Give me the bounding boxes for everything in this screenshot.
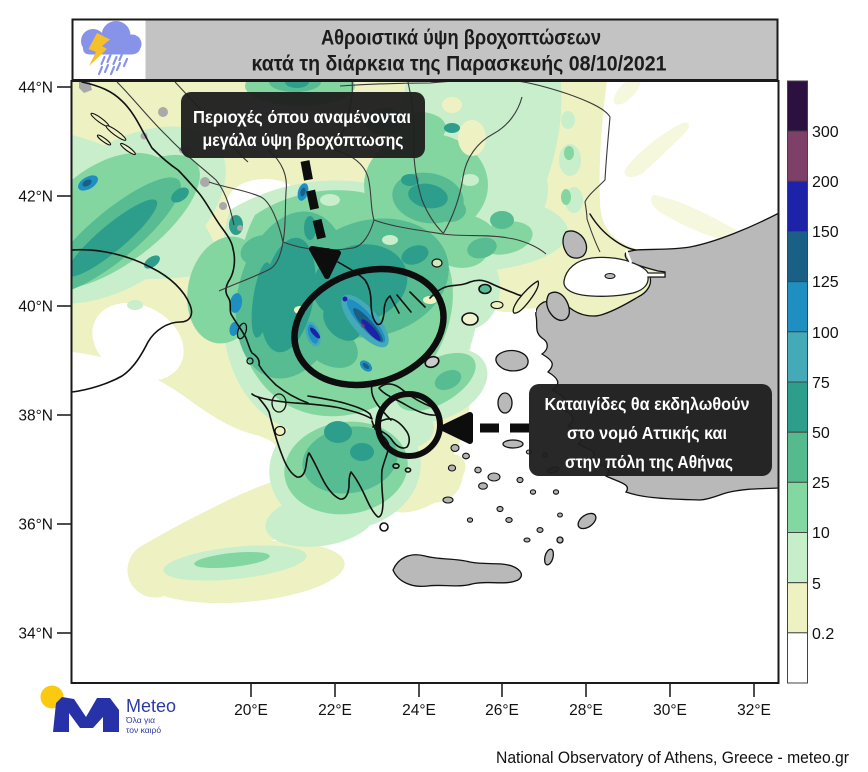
svg-text:300: 300	[812, 124, 839, 141]
svg-text:20°E: 20°E	[234, 702, 268, 719]
svg-text:36°N: 36°N	[18, 517, 53, 534]
svg-text:75: 75	[812, 375, 830, 392]
svg-text:στο νομό Αττικής και: στο νομό Αττικής και	[567, 423, 727, 443]
svg-text:10: 10	[812, 525, 830, 542]
svg-text:200: 200	[812, 174, 839, 191]
svg-text:150: 150	[812, 224, 839, 241]
svg-text:44°N: 44°N	[18, 80, 53, 97]
svg-text:34°N: 34°N	[18, 626, 53, 643]
svg-text:50: 50	[812, 425, 830, 442]
svg-text:κατά τη διάρκεια της Παρασκευή: κατά τη διάρκεια της Παρασκευής 08/10/20…	[252, 53, 667, 76]
svg-text:μεγάλα ύψη βροχόπτωσης: μεγάλα ύψη βροχόπτωσης	[203, 130, 404, 150]
svg-text:38°N: 38°N	[18, 408, 53, 425]
svg-text:0.2: 0.2	[812, 626, 834, 643]
svg-text:Meteo: Meteo	[126, 696, 176, 716]
svg-text:26°E: 26°E	[485, 702, 519, 719]
svg-text:National Observatory of Athens: National Observatory of Athens, Greece -…	[496, 748, 849, 767]
svg-text:24°E: 24°E	[402, 702, 436, 719]
svg-text:Όλα για: Όλα για	[125, 715, 155, 725]
svg-text:22°E: 22°E	[318, 702, 352, 719]
svg-text:100: 100	[812, 325, 839, 342]
svg-text:30°E: 30°E	[653, 702, 687, 719]
svg-text:Καταιγίδες θα εκδηλωθούν: Καταιγίδες θα εκδηλωθούν	[545, 394, 750, 414]
svg-text:32°E: 32°E	[737, 702, 771, 719]
svg-text:Αθροιστικά ύψη βροχοπτώσεων: Αθροιστικά ύψη βροχοπτώσεων	[321, 27, 601, 50]
svg-text:25: 25	[812, 475, 830, 492]
svg-text:στην πόλη της Αθήνας: στην πόλη της Αθήνας	[565, 452, 733, 472]
svg-text:Περιοχές όπου αναμένονται: Περιοχές όπου αναμένονται	[193, 107, 411, 127]
svg-text:40°N: 40°N	[18, 299, 53, 316]
svg-text:42°N: 42°N	[18, 189, 53, 206]
svg-text:125: 125	[812, 274, 839, 291]
svg-text:5: 5	[812, 576, 821, 593]
svg-text:28°E: 28°E	[569, 702, 603, 719]
svg-text:τον καιρό: τον καιρό	[126, 725, 161, 735]
